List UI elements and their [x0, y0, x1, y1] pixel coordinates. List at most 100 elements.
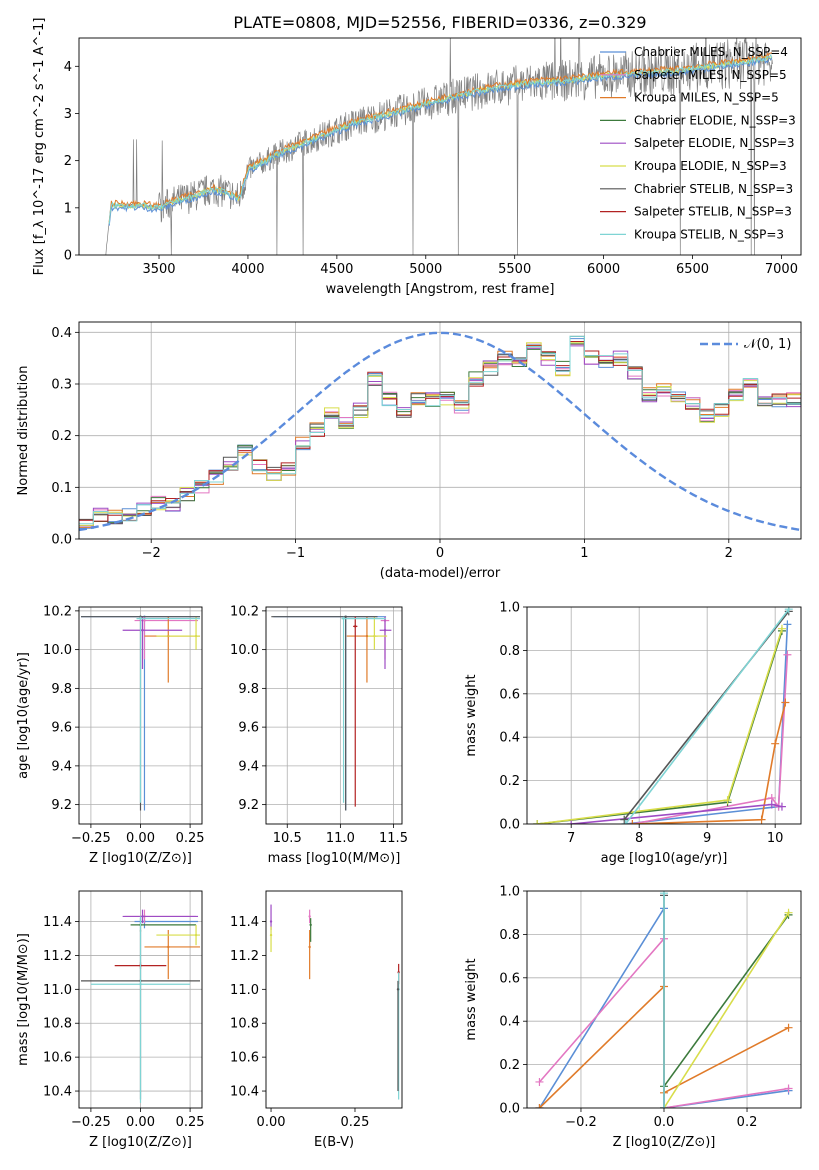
y-tick-label: 0.0 [51, 533, 72, 548]
x-tick-label: 6000 [587, 262, 620, 277]
y-tick-label: 9.2 [51, 798, 72, 813]
y-tick-label: 11.4 [230, 915, 259, 930]
point-kroupa_miles [167, 945, 170, 949]
x-tick-label: −1 [286, 546, 305, 561]
legend-entry: Salpeter ELODIE, N_SSP=3 [634, 136, 795, 150]
x-tick-label: 10.5 [273, 831, 302, 846]
point-kroupa_stelib [342, 617, 345, 620]
series-marker-kroupa_elodie [533, 820, 542, 824]
y-tick-label: 0.8 [499, 644, 520, 659]
axes-frame [526, 890, 802, 1109]
legend-entry: Salpeter STELIB, N_SSP=3 [634, 205, 792, 219]
x-tick-label: 0.00 [126, 1115, 155, 1130]
x-tick-label: 5000 [409, 262, 442, 277]
y-tick-label: 0.1 [51, 481, 72, 496]
x-axis-label: Z [log10(Z/Z⊙)] [89, 851, 192, 866]
series-marker-chabrier_stelib [620, 815, 629, 824]
y-tick-label: 0.8 [499, 928, 520, 943]
axes-frame [526, 606, 802, 825]
x-tick-label: 1 [580, 546, 588, 561]
y-axis-label: mass [log10(M/M⊙)] [16, 933, 31, 1066]
plot-area-mass_weight_vs_Z [527, 891, 801, 1108]
x-axis-label: wavelength [Angstrom, rest frame] [326, 282, 555, 297]
x-tick-label: 11.0 [326, 831, 355, 846]
point-kroupa_elodie [194, 634, 198, 638]
series-marker-kroupa_elodie [777, 624, 786, 633]
model-line-kroupa_miles [108, 52, 773, 222]
y-tick-label: 0 [64, 249, 72, 264]
x-tick-label: 5500 [498, 262, 531, 277]
axes-spectrum: 3500 4000 4500 5000 5500 6000 6500 7000 0 1 2 3 4 wav… [32, 18, 802, 297]
x-axis-label: mass [log10(M/M⊙)] [268, 851, 401, 866]
y-tick-label: 11.2 [43, 949, 72, 964]
x-axis-label: E(B-V) [314, 1135, 354, 1150]
x-tick-label: 2 [725, 546, 733, 561]
point-salpeter_elodie [383, 629, 387, 632]
y-tick-label: 10.0 [230, 643, 259, 658]
axes-frame [78, 606, 203, 825]
plot-area-spectrum [105, 38, 773, 255]
legend-entry: Kroupa ELODIE, N_SSP=3 [634, 159, 787, 173]
legend-entry: Kroupa STELIB, N_SSP=3 [634, 227, 784, 241]
x-tick-label: −0.2 [565, 1115, 597, 1130]
x-tick-label: 11.5 [379, 831, 408, 846]
y-tick-label: 9.6 [51, 721, 72, 736]
series-marker-kroupa_stelib [660, 1104, 668, 1108]
y-tick-label: 1.0 [499, 601, 520, 616]
series-marker-salpeter_elodie [777, 802, 786, 811]
point-kroupa_miles [308, 945, 311, 949]
series-marker-kroupa_miles [784, 1023, 793, 1032]
series-line-chabrier_miles [625, 624, 789, 824]
axes-mass_weight_vs_Z: −0.2 0.0 0.2 0.0 0.2 0.4 0.6 0.8 1.0 Z [log10(Z/Z… [464, 885, 802, 1150]
x-tick-label: 6500 [676, 262, 709, 277]
series-marker-salpeter_elodie [767, 800, 776, 809]
x-axis-label: Z [log10(Z/Z⊙)] [89, 1135, 192, 1150]
y-tick-label: 10.6 [230, 1051, 259, 1066]
series-line-salpeter_miles [632, 654, 789, 824]
axes-frame [78, 37, 802, 256]
legend-entry-normal: 𝒩(0, 1) [744, 337, 791, 352]
y-tick-label: 3 [64, 107, 72, 122]
series-marker-kroupa_stelib [621, 820, 630, 824]
series-marker-kroupa_miles [628, 820, 637, 824]
y-axis-label: mass weight [464, 674, 479, 756]
axes-frame [265, 606, 403, 825]
hist-step-kroupa_stelib [79, 335, 801, 539]
hist-step-kroupa_miles [79, 341, 801, 539]
plot-area-residuals [79, 322, 801, 539]
series-marker-salpeter_miles [535, 1077, 544, 1086]
series-line-kroupa_elodie [663, 912, 790, 1108]
point-salpeter_miles [308, 915, 311, 918]
plot-area-age_vs_Z [79, 607, 202, 824]
series-marker-chabrier_miles [783, 620, 792, 629]
legend-entry: Salpeter MILES, N_SSP=5 [634, 68, 787, 82]
model-line-kroupa_stelib [108, 53, 773, 224]
y-tick-label: 0.0 [499, 1102, 520, 1117]
x-tick-label: 0 [436, 546, 444, 561]
point-chabrier_stelib [396, 988, 400, 991]
series-marker-kroupa_elodie [784, 908, 793, 917]
axes-frame [78, 321, 802, 540]
x-tick-label: 0.25 [341, 1115, 370, 1130]
x-tick-label: 8 [635, 831, 643, 846]
point-salpeter_elodie [269, 920, 273, 923]
hist-step-chabrier_elodie [79, 343, 801, 539]
hist-step-salpeter_miles [79, 342, 801, 539]
x-tick-label: 0.25 [176, 831, 205, 846]
series-marker-kroupa_miles [535, 1104, 544, 1108]
y-tick-label: 10.2 [230, 604, 259, 619]
point-kroupa_elodie [194, 933, 198, 937]
hist-step-kroupa_elodie [79, 342, 801, 539]
series-marker-kroupa_elodie [723, 796, 732, 805]
series-marker-kroupa_miles [771, 739, 780, 748]
legend-entry: Chabrier STELIB, N_SSP=3 [634, 182, 793, 196]
y-tick-label: 0.4 [499, 731, 520, 746]
hist-step-chabrier_miles [79, 338, 801, 539]
point-chabrier_elodie [309, 923, 312, 927]
normal-curve [79, 331, 801, 532]
hist-step-salpeter_stelib [79, 341, 801, 539]
y-tick-label: 2 [64, 154, 72, 169]
y-tick-label: 11.4 [43, 915, 72, 930]
series-marker-kroupa_miles [757, 815, 766, 824]
